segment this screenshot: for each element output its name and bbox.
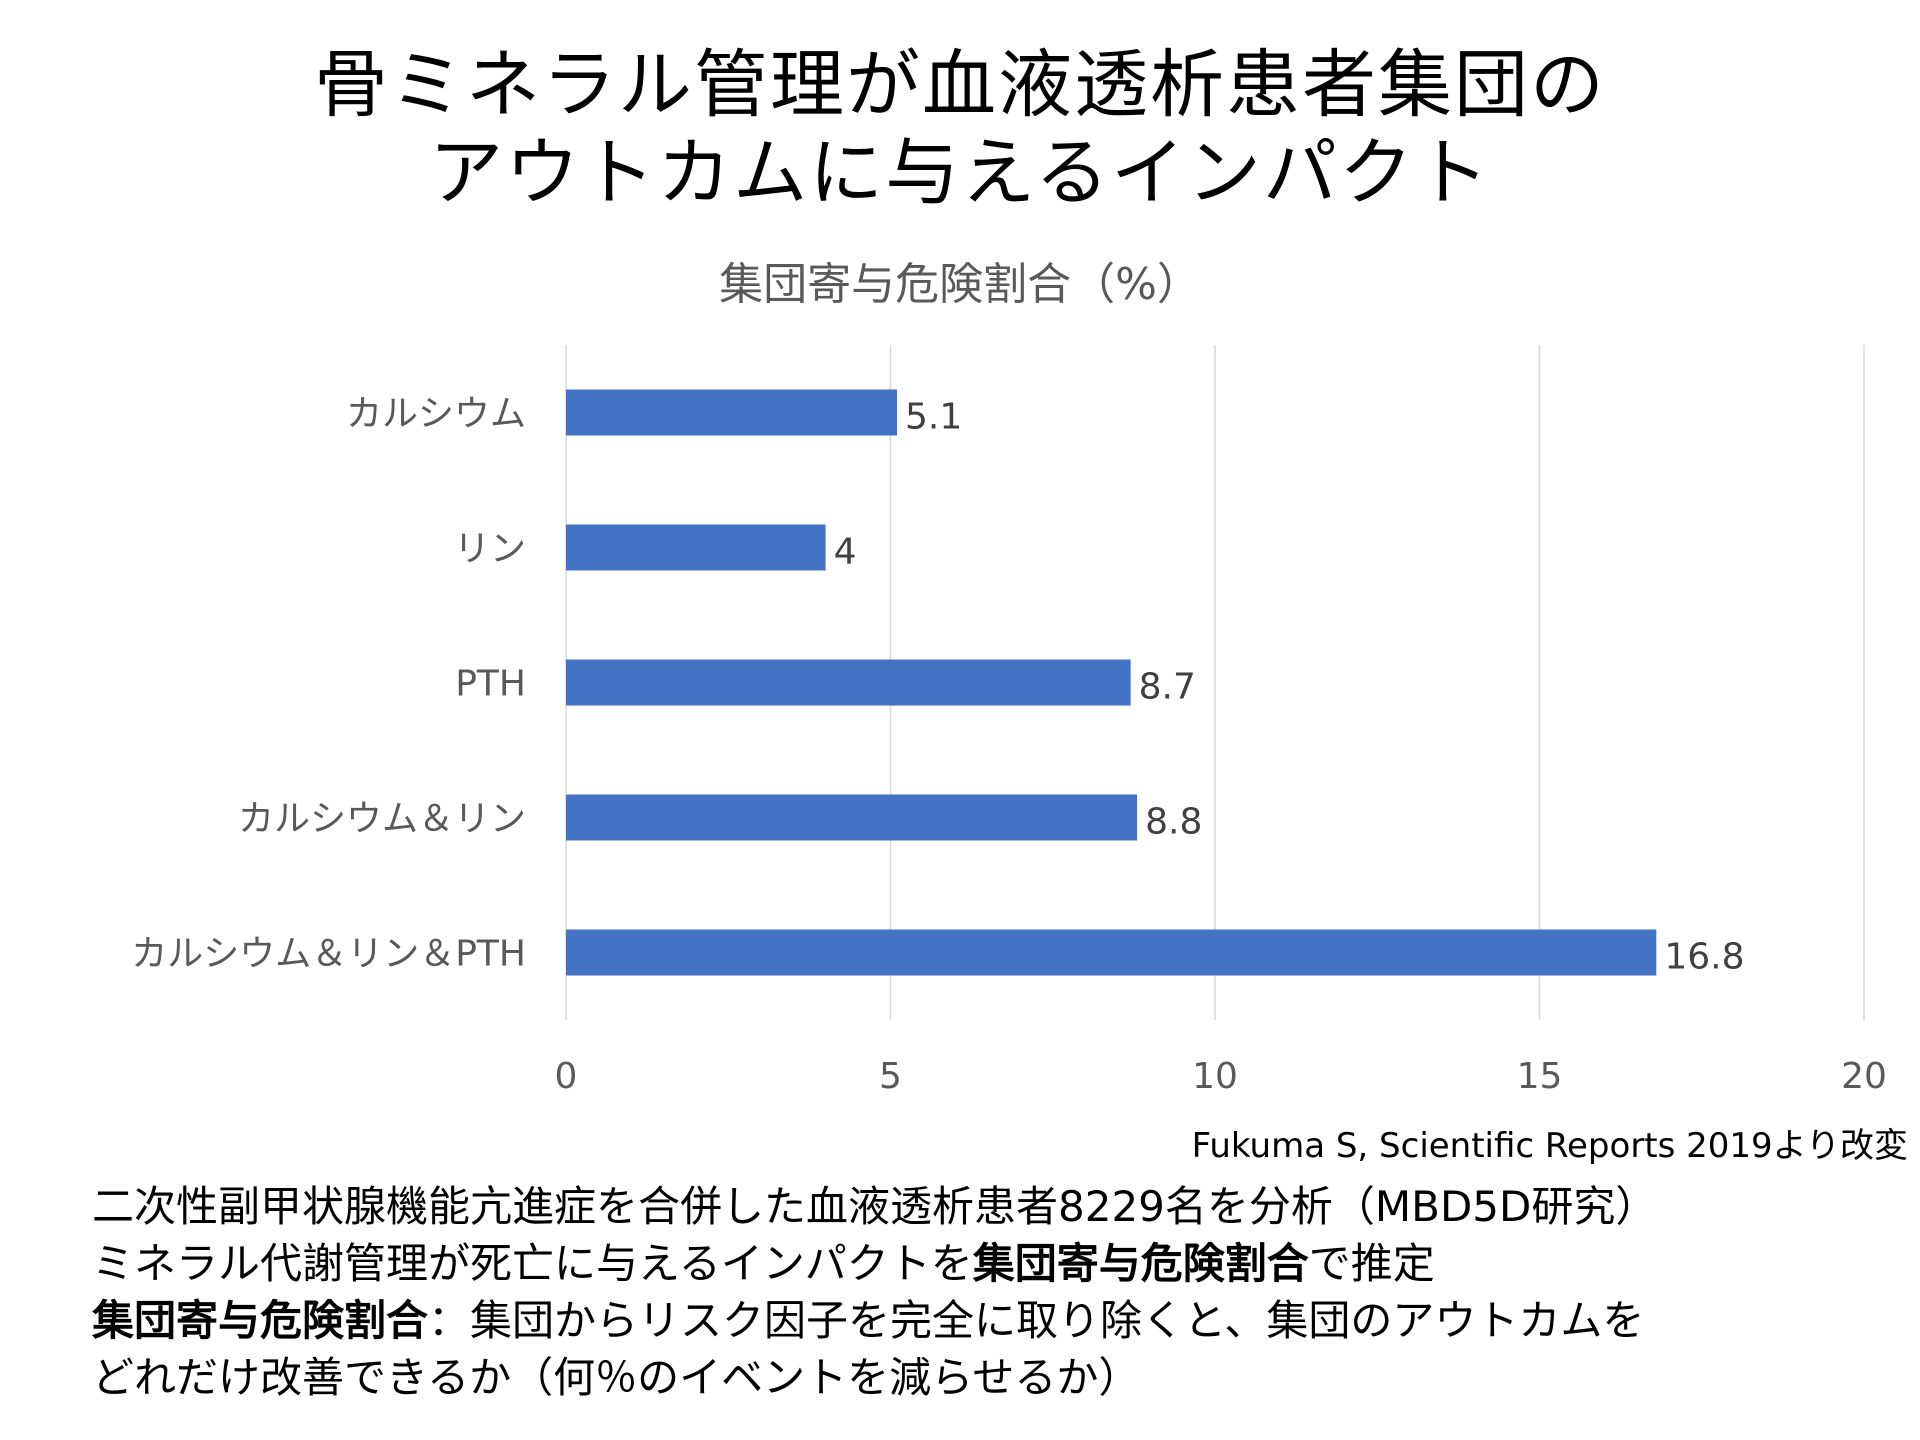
note-line-3: 集団寄与危険割合：集団からリスク因子を完全に取り除くと、集団のアウトカムを — [92, 1292, 1892, 1349]
x-tick-label-0: 0 — [555, 1056, 578, 1097]
source-citation: Fukuma S, Scientific Reports 2019より改変 — [1191, 1126, 1908, 1166]
note-line-4: どれだけ改善できるか（何％のイベントを減らせるか） — [92, 1353, 1141, 1402]
bar-2 — [566, 659, 1131, 706]
chart-title: 集団寄与危険割合（%） — [719, 259, 1201, 310]
data-label-3: 8.8 — [1145, 802, 1202, 843]
slide-title-line-2: アウトカムに与えるインパクト — [429, 130, 1491, 216]
data-label-4: 16.8 — [1664, 937, 1744, 978]
note-line-3-rest: ：集団からリスク因子を完全に取り除くと、集団のアウトカムを — [428, 1296, 1645, 1345]
bar-4 — [566, 929, 1657, 976]
data-label-1: 4 — [834, 532, 857, 573]
category-label-2: PTH — [455, 664, 526, 705]
note-line-3-bold: 集団寄与危険割合 — [92, 1296, 429, 1345]
category-label-3: カルシウム＆リン — [238, 799, 526, 840]
data-label-0: 5.1 — [905, 397, 962, 438]
note-line-2-post: で推定 — [1308, 1239, 1435, 1288]
slide-title-line-1: 骨ミネラル管理が血液透析患者集団の — [314, 42, 1606, 128]
note-line-1: 二次性副甲状腺機能亢進症を合併した血液透析患者8229名を分析（MBD5D研究） — [92, 1182, 1658, 1231]
note-line-2: ミネラル代謝管理が死亡に与えるインパクトを集団寄与危険割合で推定 — [92, 1235, 1892, 1292]
x-tick-label-1: 5 — [879, 1056, 902, 1097]
notes: 二次性副甲状腺機能亢進症を合併した血液透析患者8229名を分析（MBD5D研究）… — [92, 1178, 1892, 1406]
category-label-0: カルシウム — [346, 394, 526, 435]
category-label-1: リン — [454, 529, 526, 570]
note-line-2-bold: 集団寄与危険割合 — [972, 1239, 1309, 1288]
note-line-2-pre: ミネラル代謝管理が死亡に与えるインパクトを — [92, 1239, 973, 1288]
bar-chart: 0 5 10 15 20 カルシウム 5.1 リン 4 PTH 8.7 カルシウム＆リン 8.8 カルシウ… — [131, 345, 1887, 1097]
x-tick-label-2: 10 — [1192, 1056, 1238, 1097]
data-label-2: 8.7 — [1139, 667, 1196, 708]
bar-1 — [566, 524, 826, 571]
x-tick-label-3: 15 — [1517, 1056, 1563, 1097]
category-label-4: カルシウム＆リン＆PTH — [131, 934, 526, 975]
bar-3 — [566, 794, 1138, 841]
x-tick-label-4: 20 — [1841, 1056, 1887, 1097]
bar-0 — [566, 389, 897, 436]
